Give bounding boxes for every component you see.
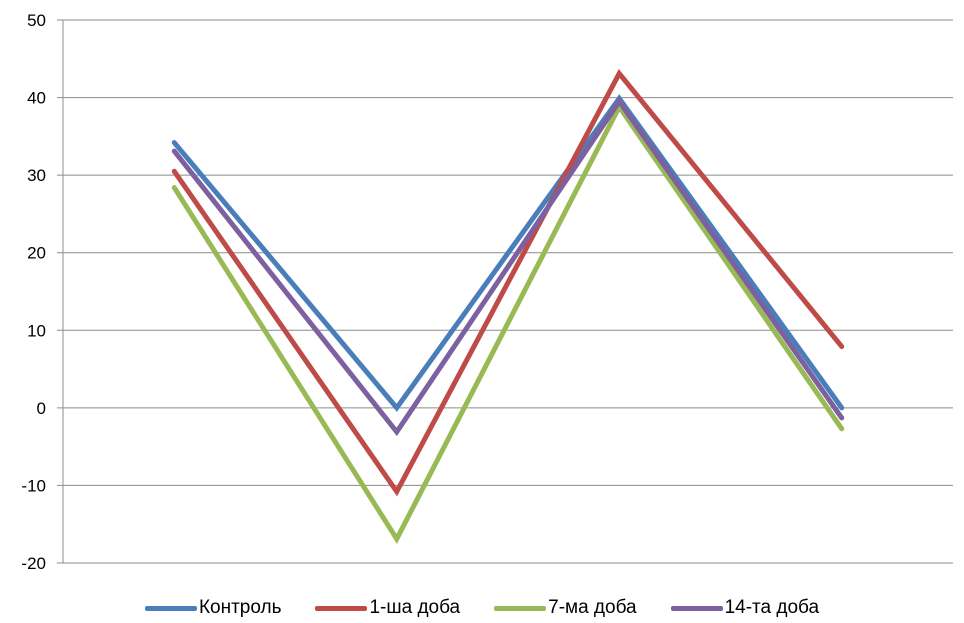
y-tick-label: 0: [37, 399, 46, 418]
y-tick-label: 20: [27, 244, 46, 263]
legend-item: 14-та доба: [670, 597, 820, 619]
y-tick-label: 40: [27, 89, 46, 108]
legend-item: 7-ма доба: [494, 597, 637, 619]
legend-swatch: [315, 605, 368, 611]
y-tick-label: 30: [27, 166, 46, 185]
series-lines: [171, 69, 845, 544]
legend-label: 7-ма доба: [548, 597, 637, 618]
legend-swatch: [670, 605, 723, 611]
gridlines: [57, 19, 953, 564]
y-tick-label: 10: [27, 321, 46, 340]
series-line-3: [171, 102, 845, 544]
line-chart: -20 -10 0 10 20 30 40 50: [21, 11, 953, 573]
y-axis-tick-labels: -20 -10 0 10 20 30 40 50: [21, 11, 46, 573]
legend-item: 1-ша доба: [315, 597, 460, 619]
series-line-2: [171, 69, 845, 497]
legend-label: 14-та доба: [724, 597, 820, 618]
y-tick-label: -10: [21, 476, 46, 495]
y-tick-label: -20: [21, 554, 46, 573]
legend: Контроль 1-ша доба 7-ма доба 14-та доба: [0, 594, 964, 622]
legend-swatch: [494, 605, 547, 611]
legend-swatch: [144, 605, 197, 611]
legend-label: Контроль: [198, 597, 282, 618]
y-tick-label: 50: [27, 11, 46, 30]
series-line-1: [171, 94, 845, 412]
legend-label: 1-ша доба: [369, 597, 461, 618]
legend-item: Контроль: [144, 597, 282, 619]
series-line-4: [171, 97, 845, 437]
